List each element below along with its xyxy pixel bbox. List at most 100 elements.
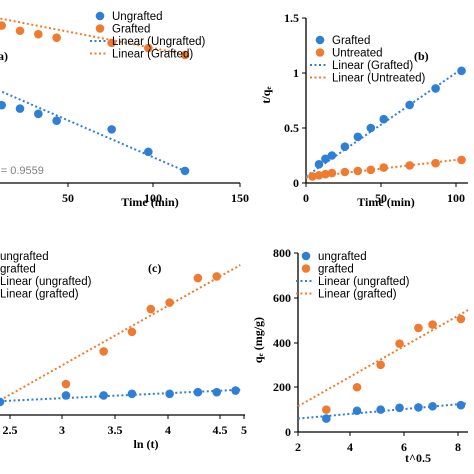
- data-point-untreated: [366, 165, 376, 175]
- y-tick-label: 800: [273, 246, 291, 260]
- legend-label: Linear (Grafted): [112, 49, 193, 61]
- data-point-ungrafted: [34, 109, 43, 119]
- x-tick-label: 6: [401, 440, 407, 454]
- data-point-grafted: [34, 29, 43, 39]
- data-point-ungrafted: [61, 391, 71, 400]
- data-point-grafted: [99, 347, 108, 356]
- r-squared-annotation: ² = 0.9559: [0, 165, 44, 177]
- legend-label: Linear (Untreated): [332, 73, 425, 85]
- legend-label: Grafted: [112, 24, 150, 36]
- data-point-ungrafted: [212, 387, 222, 397]
- legend-marker-swatch: [95, 24, 105, 33]
- data-point-grafted: [180, 50, 190, 60]
- data-point-grafted: [61, 379, 71, 389]
- data-point-grafted: [353, 132, 363, 142]
- data-point-grafted: [15, 26, 25, 36]
- x-tick-label: 4: [347, 440, 353, 454]
- legend-label: Linear (ungrafted): [318, 276, 410, 288]
- data-point-ungrafted: [0, 397, 5, 407]
- panel-label: a): [0, 49, 8, 63]
- data-point-ungrafted: [0, 100, 6, 110]
- data-point-grafted: [146, 304, 156, 314]
- x-tick-label: 100: [447, 191, 465, 205]
- data-point-ungrafted: [165, 389, 174, 399]
- x-tick-label: 2: [295, 440, 301, 454]
- legend-label: grafted: [318, 264, 354, 276]
- panel-c: 2.5 3 3.5 4 4.5 5 ln (t) (c) ungraftedgraftedLin…: [0, 251, 247, 451]
- legend-marker-swatch: [315, 48, 325, 57]
- data-point-untreated: [340, 167, 350, 177]
- data-point-ungrafted: [322, 414, 331, 423]
- legend-label: ungrafted: [0, 251, 49, 263]
- legend-label: Linear (Grafted): [332, 60, 413, 72]
- y-tick-label: 1: [293, 66, 299, 80]
- legend-marker-swatch: [315, 35, 325, 45]
- x-tick-label: 50: [62, 191, 74, 205]
- legend-label: Linear (grafted): [318, 289, 397, 301]
- data-point-ungrafted: [99, 391, 108, 400]
- data-point-grafted: [431, 84, 440, 93]
- legend-label: grafted: [0, 264, 36, 276]
- y-tick-label: 0.5: [284, 121, 299, 135]
- trendline-linear-grafted-: [297, 309, 469, 408]
- data-point-ungrafted: [414, 403, 423, 412]
- data-point-ungrafted: [127, 389, 137, 399]
- data-point-ungrafted: [52, 116, 61, 126]
- legend-label: Linear (ungrafted): [0, 276, 92, 288]
- x-axis-title: Time (min): [121, 195, 178, 209]
- y-axis-title: t/qₑ: [259, 86, 273, 103]
- data-point-ungrafted: [15, 104, 25, 113]
- y-axis-title: qₑ (mg/g): [251, 317, 265, 363]
- data-point-ungrafted: [231, 386, 240, 395]
- panel-label: (c): [148, 261, 161, 275]
- data-point-grafted: [165, 298, 174, 307]
- data-point-grafted: [405, 100, 414, 110]
- x-tick-label: 5: [241, 423, 247, 437]
- data-point-grafted: [457, 66, 466, 76]
- legend-marker-swatch: [301, 264, 311, 273]
- data-point-grafted: [144, 43, 153, 53]
- data-point-grafted: [52, 33, 61, 42]
- data-point-ungrafted: [144, 147, 153, 157]
- x-tick-label: 8: [455, 440, 461, 454]
- trendline-linear-ungrafted-: [0, 89, 190, 174]
- data-point-ungrafted: [428, 401, 437, 411]
- data-point-grafted: [340, 142, 350, 151]
- x-tick-label: 4: [165, 423, 171, 437]
- legend-label: Untreated: [332, 48, 383, 60]
- x-axis-title: ln (t): [134, 437, 159, 451]
- data-point-ungrafted: [376, 405, 385, 414]
- data-point-grafted: [376, 360, 385, 370]
- x-tick-label: 2.5: [3, 423, 18, 437]
- y-tick-label: 400: [273, 336, 291, 350]
- data-point-untreated: [379, 163, 389, 172]
- y-tick-label: 0: [285, 425, 291, 439]
- data-point-grafted: [379, 114, 389, 124]
- data-point-ungrafted: [395, 403, 404, 413]
- data-point-grafted: [366, 123, 376, 133]
- x-tick-label: 100: [144, 191, 162, 205]
- data-point-grafted: [352, 382, 362, 392]
- legend-label: ungrafted: [318, 251, 367, 263]
- data-point-untreated: [314, 171, 324, 180]
- data-point-ungrafted: [193, 387, 203, 397]
- data-point-grafted: [322, 405, 331, 414]
- panel-d: 2 4 6 8 0 200 400 600 800 t^0.5 qₑ (mg/g) ungrafted…: [251, 246, 469, 465]
- x-axis-title: t^0.5: [405, 451, 431, 465]
- data-point-grafted: [414, 323, 423, 333]
- data-point-ungrafted: [352, 406, 362, 416]
- data-point-grafted: [321, 154, 330, 164]
- x-tick-label: 4.5: [213, 423, 228, 437]
- x-tick-label: 0: [303, 191, 309, 205]
- y-tick-label: 600: [273, 291, 291, 305]
- x-tick-label: 150: [231, 191, 249, 205]
- x-tick-label: 3.5: [108, 423, 123, 437]
- x-tick-label: 3: [59, 423, 65, 437]
- legend-label: Ungrafted: [112, 11, 163, 23]
- data-point-grafted: [193, 273, 203, 283]
- x-tick-label: 50: [375, 191, 387, 205]
